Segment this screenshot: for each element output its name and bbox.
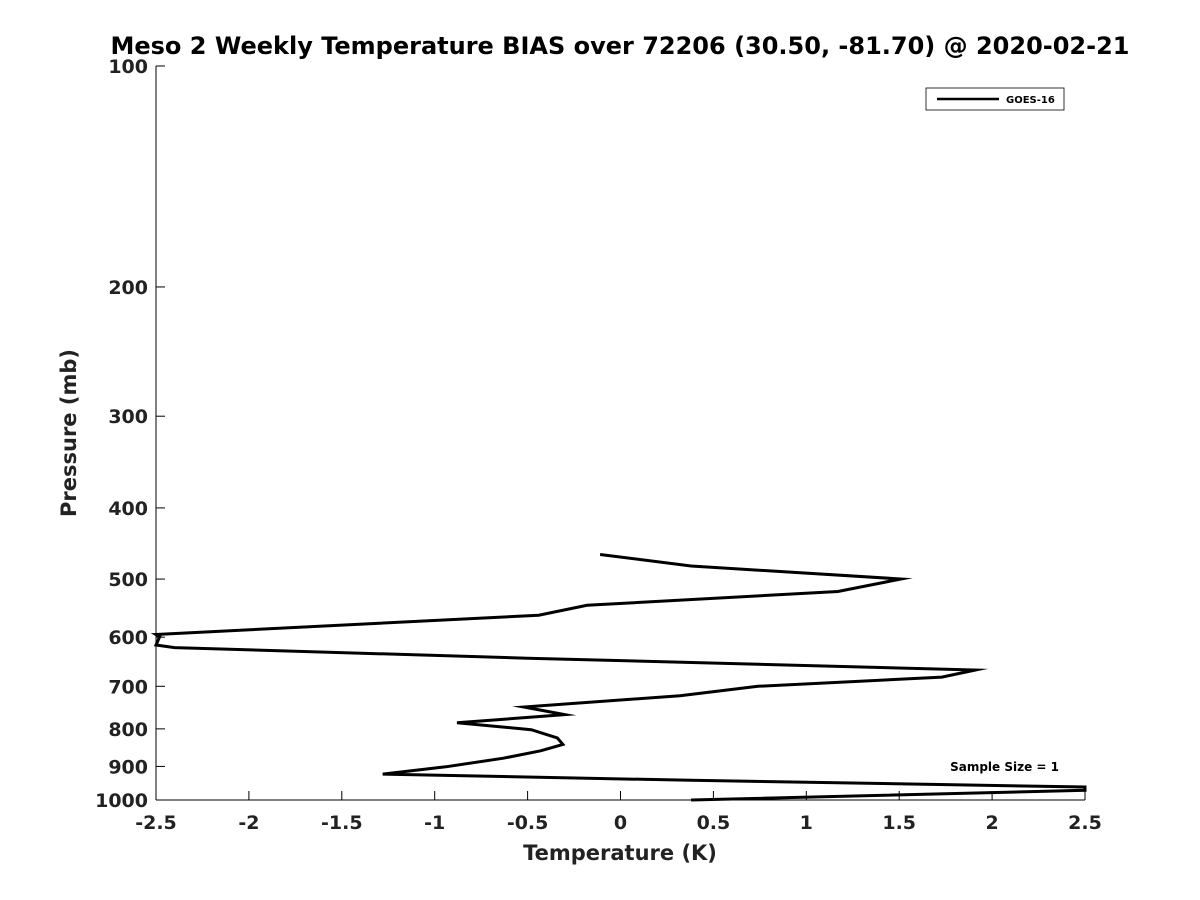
sample-size-annotation: Sample Size = 1 xyxy=(950,760,1059,774)
chart-title: Meso 2 Weekly Temperature BIAS over 7220… xyxy=(110,32,1129,60)
y-tick-label: 900 xyxy=(108,756,148,778)
x-tick-label: 1 xyxy=(800,812,813,834)
y-tick-label: 200 xyxy=(108,277,148,299)
y-tick-label: 600 xyxy=(108,627,148,649)
x-tick-label: 0.5 xyxy=(697,812,731,834)
y-tick-label: 700 xyxy=(108,676,148,698)
x-tick-label: -0.5 xyxy=(507,812,549,834)
x-tick-label: 1.5 xyxy=(882,812,916,834)
x-tick-label: -2 xyxy=(238,812,259,834)
x-tick-label: -1 xyxy=(424,812,445,834)
x-axis-ticks: -2.5 -2 -1.5 -1 -0.5 0 0.5 1 1.5 2 2.5 xyxy=(135,791,1102,834)
legend: GOES-16 xyxy=(925,87,1065,111)
series-line-goes16 xyxy=(150,553,1087,802)
x-tick-label: -1.5 xyxy=(321,812,363,834)
y-tick-label: 800 xyxy=(108,719,148,741)
x-tick-label: 0 xyxy=(614,812,627,834)
y-tick-label: 500 xyxy=(108,569,148,591)
series-layer xyxy=(150,553,1087,802)
y-tick-label: 300 xyxy=(108,406,148,428)
x-tick-label: 2.5 xyxy=(1068,812,1102,834)
x-tick-label: 2 xyxy=(985,812,998,834)
y-axis-label: Pressure (mb) xyxy=(57,349,81,517)
y-tick-label: 100 xyxy=(108,56,148,78)
x-tick-label: -2.5 xyxy=(135,812,177,834)
y-tick-label: 1000 xyxy=(95,790,148,812)
y-tick-label: 400 xyxy=(108,498,148,520)
y-axis-ticks: 100 200 300 400 500 600 700 800 900 1000 xyxy=(95,56,165,812)
plot-area xyxy=(155,66,1085,801)
legend-label-goes16: GOES-16 xyxy=(1006,95,1055,106)
x-axis-label: Temperature (K) xyxy=(523,841,717,865)
